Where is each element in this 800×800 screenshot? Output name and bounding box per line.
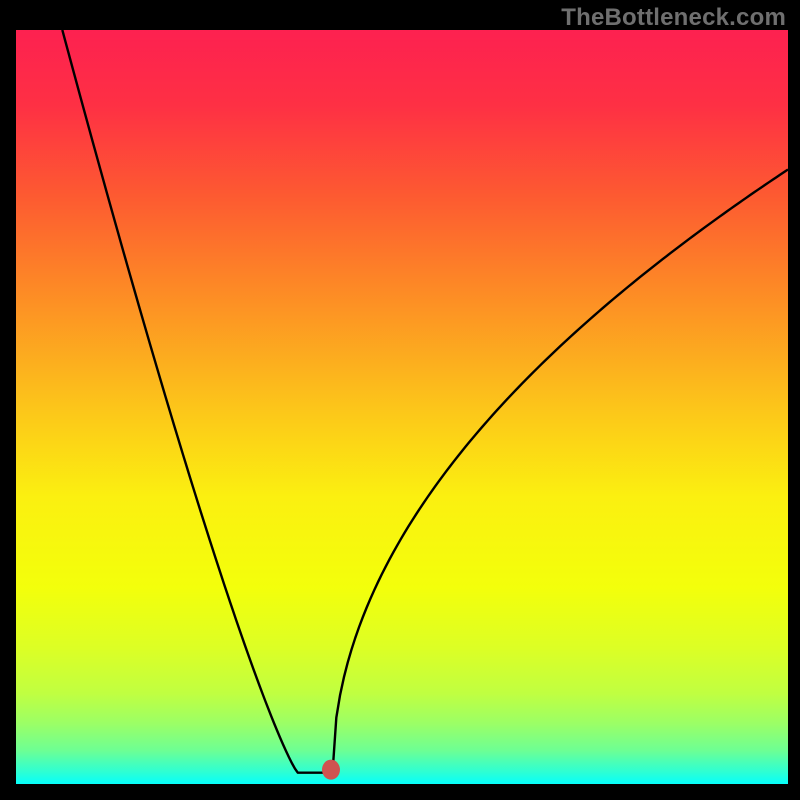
watermark-text: TheBottleneck.com (561, 4, 786, 32)
optimum-marker (322, 760, 340, 780)
gradient-background (16, 30, 788, 784)
chart-frame: TheBottleneck.com (0, 0, 800, 800)
plot-area (16, 30, 788, 784)
bottleneck-curve-chart (16, 30, 788, 784)
